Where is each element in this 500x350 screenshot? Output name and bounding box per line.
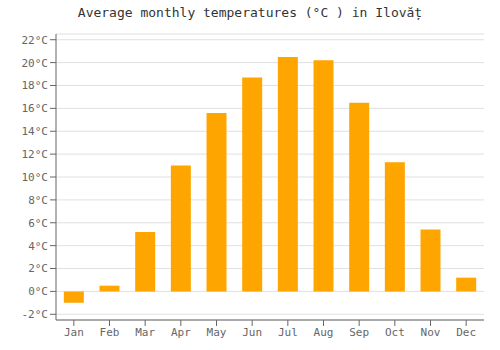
svg-text:Mar: Mar [135, 326, 155, 339]
svg-text:10°C: 10°C [22, 171, 49, 184]
svg-text:8°C: 8°C [28, 194, 48, 207]
svg-text:May: May [207, 326, 227, 339]
svg-text:20°C: 20°C [22, 57, 49, 70]
svg-text:2°C: 2°C [28, 262, 48, 275]
svg-text:6°C: 6°C [28, 217, 48, 230]
svg-text:18°C: 18°C [22, 79, 49, 92]
svg-text:Aug: Aug [314, 326, 334, 339]
svg-text:0°C: 0°C [28, 285, 48, 298]
svg-text:Nov: Nov [421, 326, 441, 339]
svg-text:Apr: Apr [171, 326, 191, 339]
svg-text:12°C: 12°C [22, 148, 49, 161]
svg-text:Dec: Dec [456, 326, 476, 339]
svg-text:Jun: Jun [242, 326, 262, 339]
svg-text:Oct: Oct [385, 326, 405, 339]
svg-text:14°C: 14°C [22, 125, 49, 138]
svg-text:4°C: 4°C [28, 240, 48, 253]
svg-text:Jul: Jul [278, 326, 298, 339]
svg-text:Sep: Sep [349, 326, 369, 339]
svg-text:22°C: 22°C [22, 34, 49, 47]
svg-text:-2°C: -2°C [22, 308, 49, 321]
svg-text:16°C: 16°C [22, 102, 49, 115]
svg-text:Jan: Jan [64, 326, 84, 339]
svg-text:Feb: Feb [100, 326, 120, 339]
html-text:Average monthly temperatures (: Average monthly temperatures (°C ) in Il… [77, 5, 423, 20]
